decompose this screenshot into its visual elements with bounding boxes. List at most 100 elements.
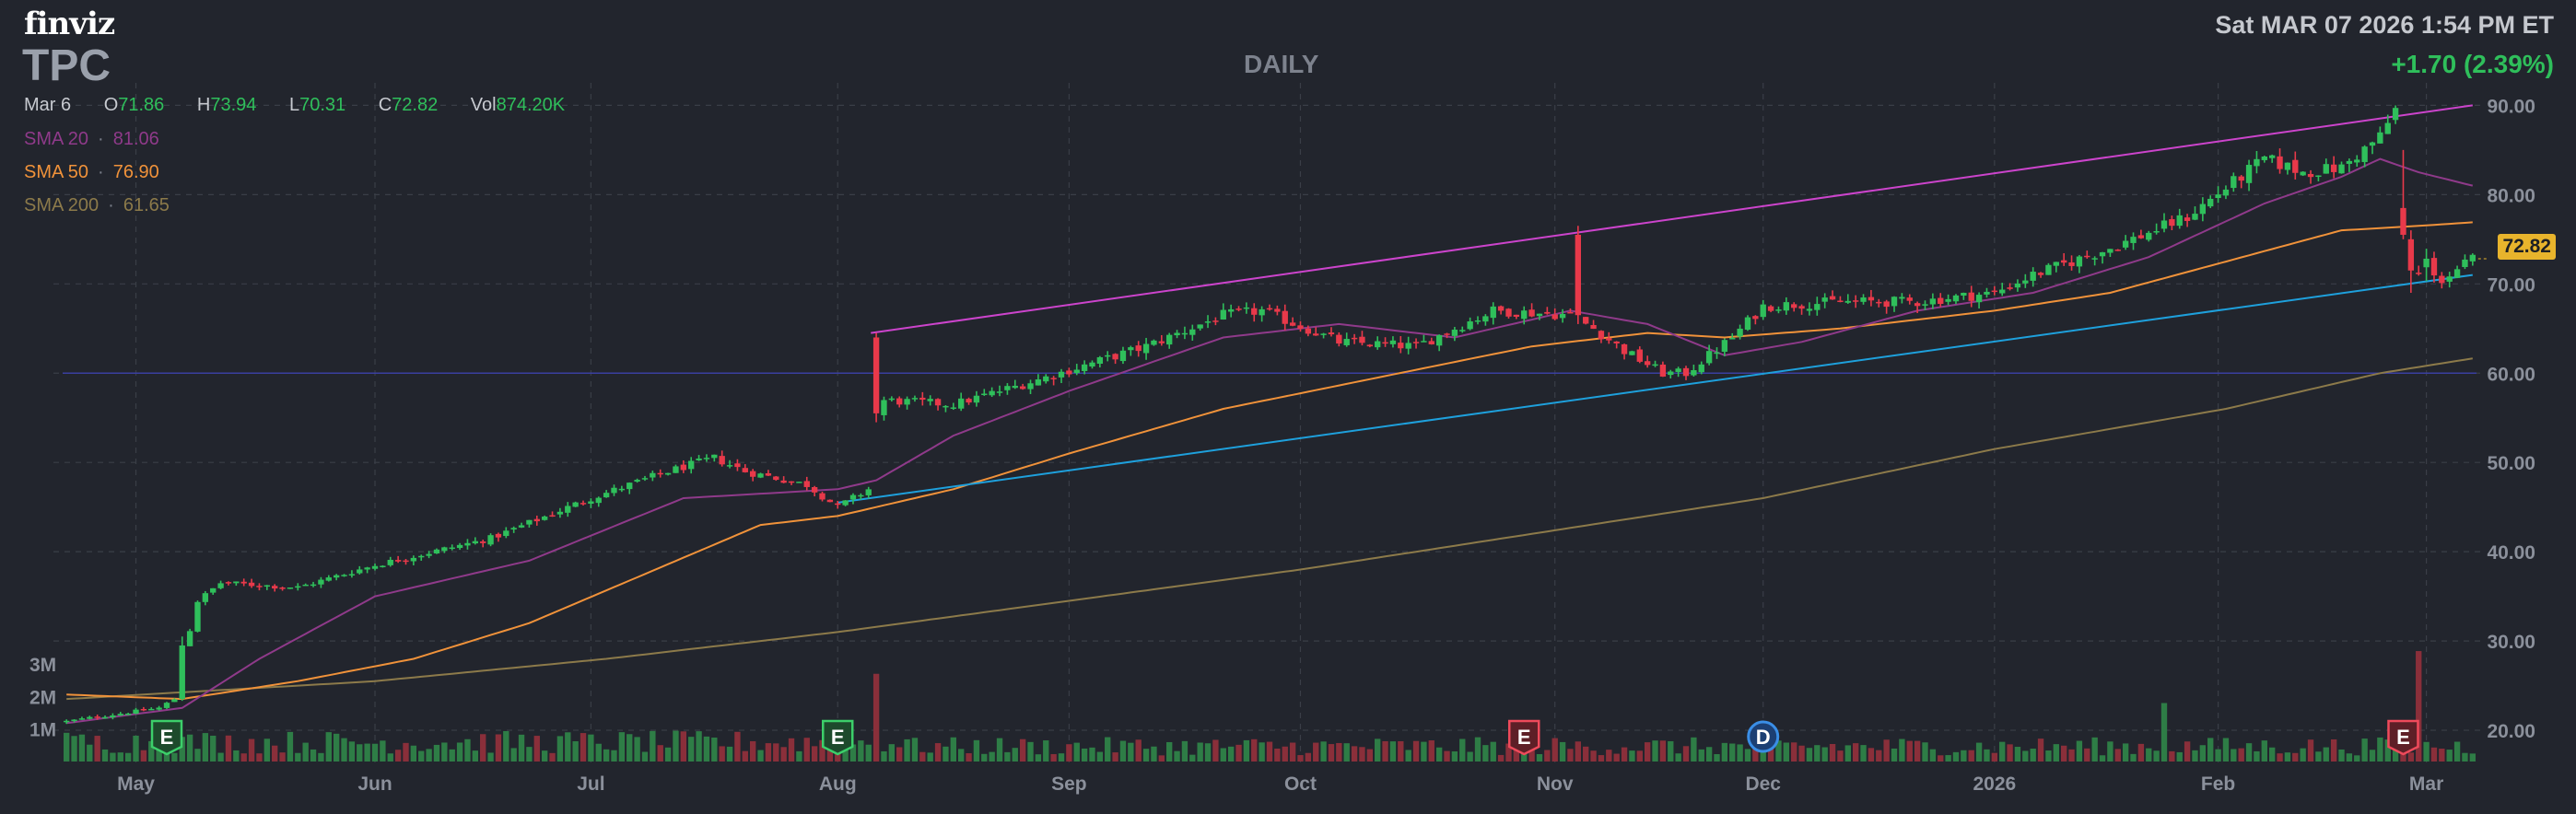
candle-body (919, 397, 926, 401)
volume-bar (996, 738, 1003, 762)
candle-body (1598, 331, 1605, 340)
volume-bar (1783, 742, 1790, 762)
volume-bar (780, 747, 787, 762)
volume-bar (179, 737, 185, 762)
candle-body (110, 715, 116, 718)
candle-body (186, 631, 193, 646)
sma200-legend[interactable]: SMA 200 · 61.65 (24, 195, 170, 215)
x-tick-label: Jun (357, 773, 392, 795)
volume-bar (456, 742, 463, 762)
ohlc-date: Mar 6 (24, 95, 72, 115)
candle-body (71, 719, 77, 721)
volume-bar (1197, 742, 1203, 762)
volume-bar (919, 751, 926, 762)
volume-bar (2091, 737, 2098, 762)
candle-body (2107, 249, 2113, 253)
candle-body (117, 714, 123, 716)
volume-bar (1313, 742, 1319, 762)
candle-body (94, 716, 100, 718)
volume-bar (225, 735, 232, 762)
volume-bar (1551, 738, 1558, 762)
candle-body (2146, 232, 2152, 240)
volume-bar (556, 736, 564, 762)
candle-body (981, 393, 988, 395)
volume-bar (2215, 749, 2221, 762)
volume-bar (2261, 740, 2267, 762)
candle-body (279, 587, 286, 589)
sma200-line (66, 357, 2473, 701)
volume-bar (295, 752, 301, 762)
candle-body (179, 645, 185, 700)
candle-body (896, 398, 903, 405)
candle-body (1382, 342, 1388, 344)
candle-body (333, 575, 340, 578)
volume-bar (310, 749, 317, 762)
volume-bar (1382, 740, 1388, 762)
candle-body (865, 489, 872, 495)
candle-body (2192, 214, 2198, 220)
finviz-logo[interactable]: finviz (24, 6, 115, 42)
candle-body (1259, 308, 1265, 316)
candle-body (634, 480, 640, 483)
candle-body (2361, 146, 2368, 162)
low-label: L (288, 95, 300, 115)
candle-body (394, 560, 402, 562)
chart-datetime: Sat MAR 07 2026 1:54 PM ET (2215, 11, 2554, 39)
candle-body (1467, 321, 1473, 330)
candle-body (2153, 231, 2160, 233)
event-marker-label: E (1517, 726, 1531, 749)
x-tick-label: Sep (1051, 773, 1087, 795)
volume-bar (2238, 748, 2244, 762)
volume-bar (1891, 748, 1898, 762)
sma20-label: SMA 20 (24, 129, 89, 149)
candle-body (1412, 342, 1420, 343)
volume-bar (1798, 745, 1805, 762)
candle-body (148, 708, 155, 711)
candle-body (210, 587, 217, 593)
volume-bar (1073, 742, 1080, 762)
volume-bar (1027, 741, 1034, 762)
candle-body (1906, 297, 1913, 301)
volume-bar (1729, 743, 1736, 762)
candle-body (726, 465, 733, 467)
candle-body (1914, 303, 1921, 307)
volume-bar (934, 743, 942, 762)
candle-body (796, 482, 802, 483)
candle-body (1474, 320, 1481, 322)
volume-bar (2122, 743, 2129, 762)
candle-body (263, 585, 271, 587)
volume-bar (1089, 747, 1095, 762)
candle-body (934, 399, 942, 406)
x-tick-label: Oct (1284, 773, 1317, 795)
volume-bar (1444, 750, 1450, 762)
candle-body (2014, 283, 2021, 288)
volume-bar (634, 737, 640, 762)
volume-bar (950, 737, 956, 762)
sma200-value: 61.65 (123, 195, 170, 215)
candle-body (2323, 164, 2329, 174)
volume-bar (533, 736, 540, 762)
volume-bar (2462, 752, 2468, 762)
volume-bar (2446, 750, 2453, 762)
candle-body (2184, 217, 2191, 221)
volume-bar (1975, 742, 1983, 762)
sma20-legend[interactable]: SMA 20 · 81.06 (24, 129, 159, 149)
event-marker-label: E (831, 726, 845, 749)
volume-bar (734, 731, 741, 762)
volume-bar (881, 750, 887, 762)
volume-bar (711, 738, 718, 762)
candle-body (2007, 287, 2013, 289)
candle-body (1004, 386, 1011, 390)
candle-body (2400, 207, 2406, 235)
sma50-legend[interactable]: SMA 50 · 76.90 (24, 162, 159, 182)
volume-bar (148, 740, 155, 762)
candle-body (171, 699, 178, 703)
candle-body (1783, 302, 1790, 311)
candle-body (1490, 306, 1496, 319)
volume-bar (1142, 749, 1150, 762)
volume-bar (1590, 750, 1597, 762)
candle-body (657, 472, 663, 475)
volume-bar (896, 747, 903, 762)
candle-body (526, 519, 533, 525)
